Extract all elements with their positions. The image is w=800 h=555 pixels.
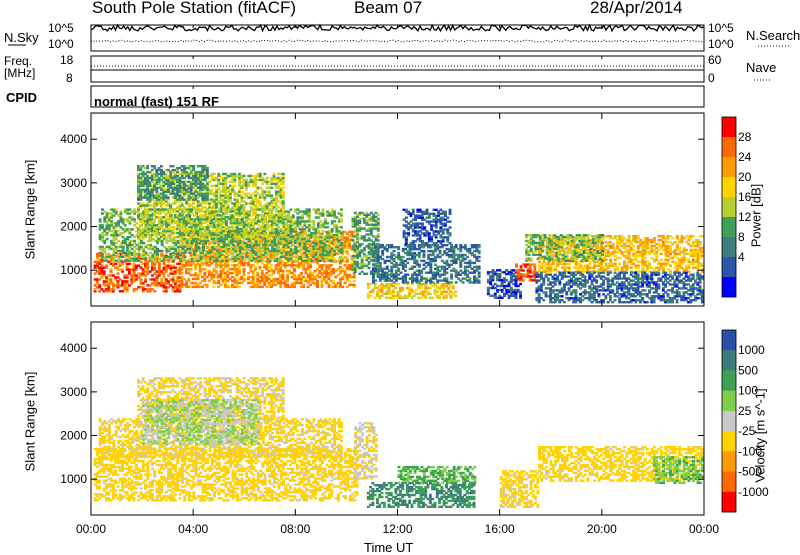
velocity-colorbar-tick-6: -500 bbox=[738, 465, 762, 479]
power-ytick-label-3: 4000 bbox=[60, 132, 87, 146]
power-ytick-label-0: 1000 bbox=[60, 263, 87, 277]
velocity-colorbar-seg-8 bbox=[722, 492, 736, 513]
velocity-colorbar-seg-3 bbox=[722, 391, 736, 412]
power-colorbar-tick-6: 4 bbox=[738, 250, 745, 264]
xtick-label-3: 12:00 bbox=[382, 522, 412, 536]
power-region-8 bbox=[403, 209, 452, 245]
power-region-12 bbox=[535, 272, 703, 304]
velocity-colorbar-seg-5 bbox=[722, 431, 736, 452]
velocity-colorbar-seg-1 bbox=[722, 350, 736, 371]
velocity-region-6 bbox=[398, 466, 477, 484]
power-region-5 bbox=[352, 212, 380, 275]
power-colorbar-seg-2 bbox=[722, 157, 736, 177]
noise-search-series bbox=[91, 40, 704, 42]
velocity-colorbar-seg-6 bbox=[722, 451, 736, 472]
power-colorbar-tick-3: 16 bbox=[738, 190, 752, 204]
power-colorbar-tick-2: 20 bbox=[738, 170, 752, 184]
velocity-ytick-label-3: 4000 bbox=[60, 341, 87, 355]
velocity-colorbar-seg-0 bbox=[722, 330, 736, 351]
velocity-colorbar-tick-2: 100 bbox=[738, 384, 758, 398]
velocity-ytick-label-0: 1000 bbox=[60, 472, 87, 486]
power-region-7 bbox=[372, 244, 481, 284]
xtick-label-4: 16:00 bbox=[485, 522, 515, 536]
xtick-label-2: 08:00 bbox=[280, 522, 310, 536]
velocity-colorbar-tick-7: -1000 bbox=[738, 485, 769, 499]
freq-panel-frame bbox=[91, 56, 704, 82]
velocity-ytick-label-1: 2000 bbox=[60, 429, 87, 443]
power-region-10 bbox=[515, 263, 536, 281]
power-colorbar-seg-5 bbox=[722, 217, 736, 237]
power-region-6 bbox=[367, 283, 457, 299]
power-colorbar-tick-5: 8 bbox=[738, 230, 745, 244]
power-colorbar-seg-3 bbox=[722, 177, 736, 197]
power-colorbar-tick-1: 24 bbox=[738, 150, 752, 164]
velocity-colorbar-tick-5: -100 bbox=[738, 444, 762, 458]
power-colorbar-seg-4 bbox=[722, 197, 736, 217]
velocity-colorbar-seg-2 bbox=[722, 370, 736, 391]
velocity-colorbar-tick-0: 1000 bbox=[738, 343, 765, 357]
power-colorbar-seg-7 bbox=[722, 257, 736, 277]
power-colorbar-seg-6 bbox=[722, 237, 736, 257]
velocity-colorbar-seg-7 bbox=[722, 472, 736, 493]
velocity-colorbar-seg-4 bbox=[722, 411, 736, 432]
power-colorbar-tick-4: 12 bbox=[738, 210, 752, 224]
cpid-frame bbox=[91, 86, 704, 107]
power-colorbar-seg-8 bbox=[722, 277, 736, 297]
power-colorbar-seg-1 bbox=[722, 137, 736, 157]
velocity-region-7 bbox=[500, 470, 540, 508]
power-ytick-label-1: 2000 bbox=[60, 220, 87, 234]
power-colorbar-seg-0 bbox=[722, 117, 736, 137]
xtick-label-5: 20:00 bbox=[587, 522, 617, 536]
xtick-label-1: 04:00 bbox=[178, 522, 208, 536]
velocity-colorbar-tick-3: 25 bbox=[738, 404, 752, 418]
xtick-label-6: 00:00 bbox=[689, 522, 719, 536]
velocity-ytick-label-2: 3000 bbox=[60, 385, 87, 399]
power-region-13 bbox=[525, 234, 604, 262]
velocity-colorbar-tick-1: 500 bbox=[738, 363, 758, 377]
velocity-region-5 bbox=[367, 482, 476, 508]
power-colorbar-tick-0: 28 bbox=[738, 130, 752, 144]
power-ytick-label-2: 3000 bbox=[60, 176, 87, 190]
xtick-label-0: 00:00 bbox=[76, 522, 106, 536]
velocity-colorbar-tick-4: -25 bbox=[738, 424, 756, 438]
noise-panel-frame bbox=[91, 25, 704, 51]
